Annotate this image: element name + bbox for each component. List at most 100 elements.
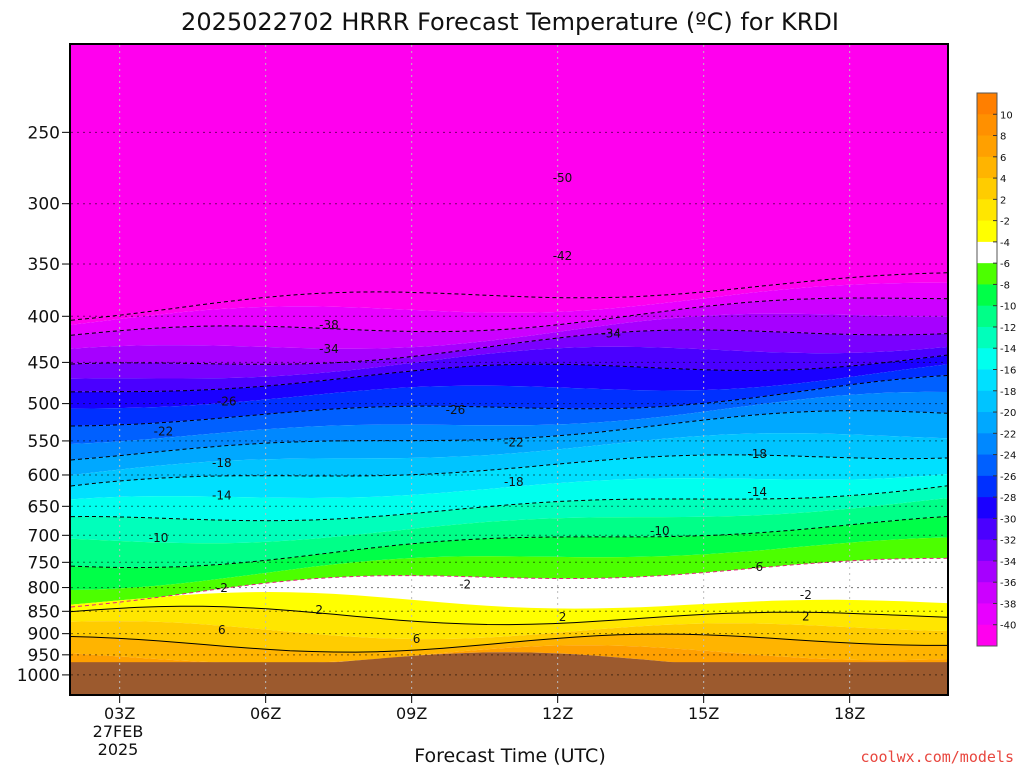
- y-tick-label: 550: [28, 432, 60, 452]
- contour-line: [70, 375, 948, 427]
- temperature-band: [71, 606, 947, 640]
- colorbar-label: -4: [1000, 238, 1010, 249]
- colorbar-label: -16: [1000, 366, 1016, 377]
- y-tick-label: 400: [28, 307, 60, 327]
- temperature-band: [71, 474, 947, 521]
- colorbar-label: -2: [1000, 217, 1010, 228]
- contour-label: -26: [446, 403, 466, 417]
- colorbar-label: -24: [1000, 451, 1016, 462]
- contour-label: -14: [747, 485, 767, 499]
- temperature-contours: [70, 272, 948, 653]
- temperature-band: [71, 329, 947, 379]
- contour-label: 2: [559, 610, 567, 624]
- plot-frame: [69, 43, 949, 696]
- colorbar-label: -36: [1000, 578, 1016, 589]
- y-tick-label: 500: [28, 395, 60, 415]
- colorbar-swatch: [977, 220, 997, 243]
- y-tick-label: 300: [28, 195, 60, 215]
- temperature-band: [71, 346, 947, 392]
- y-tick-label: 650: [28, 497, 60, 517]
- colorbar-swatch: [977, 475, 997, 498]
- temperature-band: [71, 454, 947, 500]
- contour-label: -14: [212, 488, 232, 502]
- colorbar-swatch: [977, 560, 997, 583]
- temperature-band: [71, 485, 947, 544]
- colorbar-label: -26: [1000, 472, 1016, 483]
- contour-label: -26: [217, 394, 237, 408]
- temperature-band: [71, 272, 947, 325]
- contour-line: [70, 454, 948, 487]
- colorbar-label: 10: [1000, 110, 1013, 121]
- temperature-band: [71, 313, 947, 365]
- colorbar-label: -18: [1000, 387, 1016, 398]
- colorbar-swatch: [977, 433, 997, 456]
- colorbar-label: 6: [1000, 153, 1006, 164]
- y-tick-label: 450: [28, 353, 60, 373]
- y-tick-label: 700: [28, 526, 60, 546]
- colorbar: 10 8 6 4 2 -2 -4 -6 -8 -10 -12 -14 -16 -18 -20 -22 -24 -2…: [976, 92, 1016, 647]
- colorbar-label: -12: [1000, 323, 1016, 334]
- colorbar-swatch: [977, 497, 997, 519]
- colorbar-swatch: [977, 326, 997, 349]
- contour-label: -6: [751, 560, 763, 574]
- x-tick-label: 18Z: [834, 704, 865, 723]
- contour-line: [70, 329, 948, 365]
- contour-label: 2: [315, 603, 323, 617]
- colorbar-label: -14: [1000, 344, 1016, 355]
- x-tick-label: 03Z: [104, 704, 135, 723]
- y-tick-label: 600: [28, 466, 60, 486]
- y-tick-label: 850: [28, 602, 60, 622]
- contour-label: -42: [553, 249, 573, 263]
- temperature-band: [71, 282, 947, 336]
- contour-label: -2: [216, 581, 228, 595]
- temperature-band: [71, 634, 947, 664]
- colorbar-label: 2: [1000, 195, 1006, 206]
- colorbar-swatch: [977, 454, 997, 477]
- contour-labels: -50-42-38-34-34-26-26-22-22-18-18-18-14-…: [149, 171, 812, 646]
- colorbar-swatch: [977, 582, 997, 604]
- colorbar-swatch: [977, 93, 997, 115]
- contour-label: -18: [212, 456, 232, 470]
- contour-label: 6: [218, 623, 226, 637]
- contour-label: -22: [154, 425, 174, 439]
- colorbar-label: -34: [1000, 557, 1016, 568]
- x-axis-title: Forecast Time (UTC): [414, 745, 605, 767]
- contour-line: [70, 516, 948, 569]
- contour-label: -38: [319, 318, 339, 332]
- contour-label: -10: [650, 524, 670, 538]
- contour-line: [70, 354, 948, 393]
- colorbar-label: -30: [1000, 514, 1016, 525]
- colorbar-label: -8: [1000, 280, 1010, 291]
- contour-line: [70, 633, 947, 653]
- y-tick-label: 350: [28, 255, 60, 275]
- temperature-band: [71, 375, 947, 444]
- contour-line: [70, 605, 948, 626]
- contour-label: -18: [747, 447, 767, 461]
- colorbar-swatch: [977, 305, 997, 328]
- colorbar-swatch: [977, 199, 997, 222]
- colorbar-swatch: [977, 156, 997, 179]
- contour-label: -34: [319, 342, 339, 356]
- colorbar-swatch: [977, 284, 997, 307]
- colorbar-swatch: [977, 390, 997, 413]
- temperature-band: [71, 298, 947, 349]
- colorbar-label: -6: [1000, 259, 1010, 270]
- colorbar-label: -38: [1000, 599, 1016, 610]
- y-tick-label: 750: [28, 553, 60, 573]
- colorbar-label: -10: [1000, 302, 1016, 313]
- grid-lines: [71, 45, 947, 694]
- contour-label: -50: [553, 171, 573, 185]
- colorbar-swatch: [977, 241, 997, 264]
- temperature-band: [71, 592, 947, 625]
- colorbar-label: 4: [1000, 174, 1006, 185]
- colorbar-swatch: [977, 603, 997, 626]
- colorbar-label: -22: [1000, 429, 1016, 440]
- y-tick-label: 1000: [17, 666, 60, 686]
- temperature-band: [71, 621, 947, 653]
- colorbar-label: 8: [1000, 132, 1006, 143]
- contour-label: -2: [459, 578, 471, 592]
- y-tick-label: 950: [28, 646, 60, 666]
- colorbar-label: -32: [1000, 536, 1016, 547]
- contour-label: -18: [504, 475, 524, 489]
- temperature-band: [71, 498, 947, 568]
